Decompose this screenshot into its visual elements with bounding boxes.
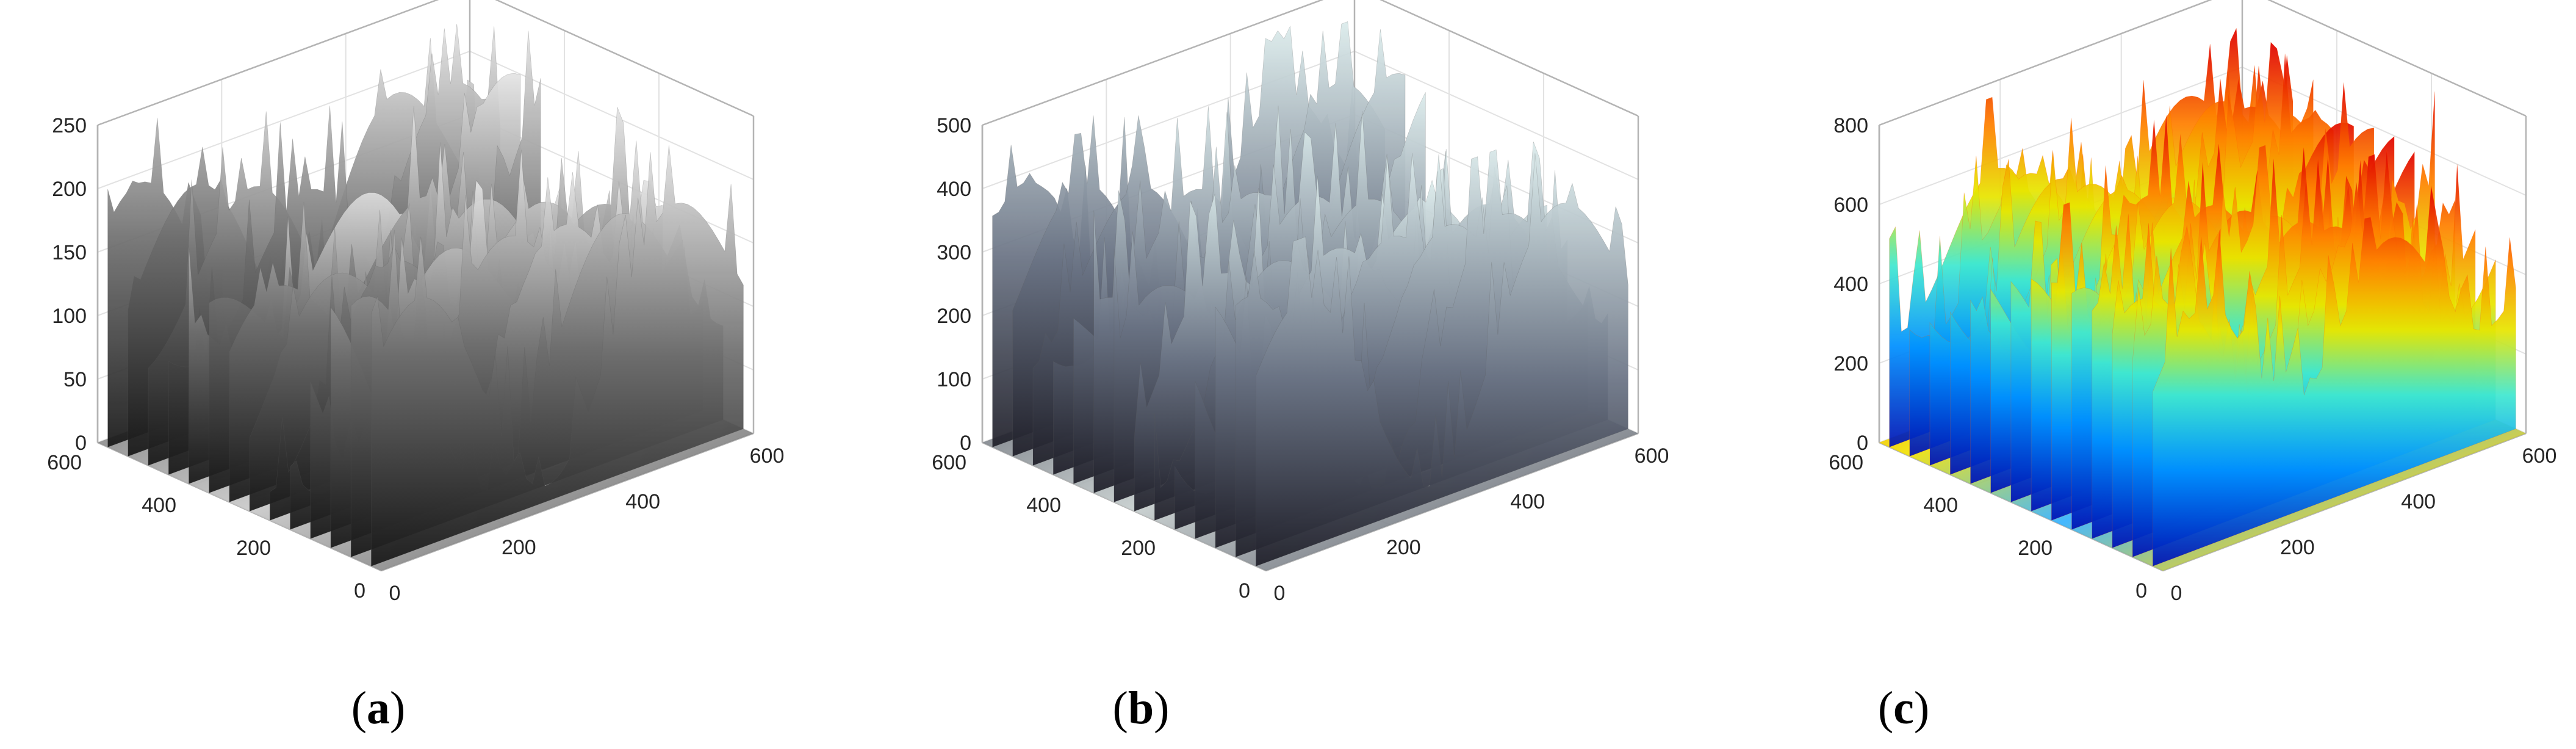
surface-row [371,145,744,566]
y-tick-label: 600 [932,451,966,474]
x-tick-label: 200 [1386,536,1421,559]
panel-caption: (b) [1113,682,1170,734]
z-tick-label: 800 [1833,114,1868,137]
x-tick-label: 400 [625,490,660,513]
y-tick-label: 200 [236,537,271,560]
x-tick-label: 200 [2280,536,2315,559]
x-tick-label: 600 [750,444,785,468]
z-tick-label: 150 [52,241,87,264]
surface-row [2153,186,2516,566]
z-tick-label: 300 [937,241,971,264]
y-tick-label: 600 [1829,451,1863,474]
y-tick-label: 0 [1239,579,1250,602]
surface-row [1256,153,1628,566]
axis-edge [97,0,439,126]
axis-edge [982,0,1324,126]
panel-caption-letter: a [367,682,390,734]
axis-edge [495,0,754,117]
panel-caption: (c) [1878,682,1929,734]
axis-edge [1879,0,2212,126]
z-tick-label: 0 [960,432,971,455]
x-tick-label: 0 [2171,582,2182,605]
surface [1889,28,2516,566]
y-tick-label: 200 [1121,537,1156,560]
z-tick-label: 0 [75,432,87,455]
y-tick-label: 400 [1026,494,1061,517]
x-tick-label: 200 [502,536,536,559]
axis-edge [1380,0,1639,117]
y-tick-label: 400 [142,494,176,517]
x-tick-label: 400 [2401,490,2436,513]
x-tick-label: 0 [1274,582,1286,605]
z-tick-label: 0 [1857,432,1868,455]
y-tick-label: 600 [47,451,82,474]
surface [107,24,744,566]
y-tick-label: 0 [354,579,365,602]
x-tick-label: 600 [2522,444,2557,468]
z-tick-label: 500 [937,114,971,137]
x-tick-label: 400 [1510,490,1545,513]
z-tick-label: 200 [52,178,87,201]
x-tick-label: 0 [389,582,401,605]
z-tick-label: 100 [52,305,87,328]
x-tick-label: 600 [1635,444,1669,468]
z-tick-label: 400 [1833,273,1868,296]
panel-caption-letter: c [1893,682,1914,734]
z-tick-label: 400 [937,178,971,201]
z-tick-label: 600 [1833,194,1868,217]
z-tick-label: 50 [63,368,87,391]
z-tick-label: 200 [937,305,971,328]
panel-caption-letter: b [1128,682,1154,734]
z-tick-label: 100 [937,368,971,391]
y-tick-label: 400 [1923,494,1958,517]
z-tick-label: 200 [1833,352,1868,375]
z-tick-label: 250 [52,114,87,137]
panel-caption: (a) [351,682,406,734]
y-tick-label: 0 [2135,579,2147,602]
axis-edge [2267,0,2527,117]
y-tick-label: 200 [2018,537,2053,560]
surface [992,21,1628,566]
